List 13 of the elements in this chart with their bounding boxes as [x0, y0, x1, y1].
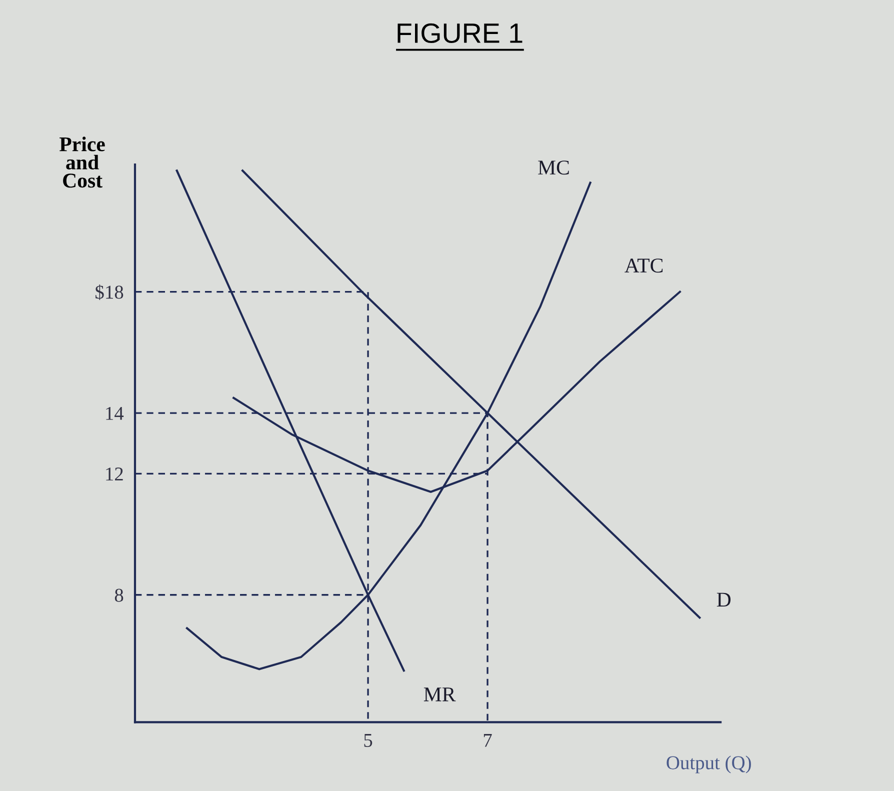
x-tick-label: 5 [364, 734, 372, 747]
x-tick-label: 7 [484, 734, 492, 747]
y-tick-label: 8 [114, 588, 124, 602]
y-tick-label: $18 [96, 284, 124, 300]
y-tick-label: 12 [106, 468, 123, 480]
x-axis-title: Output (Q) [666, 756, 751, 774]
y-tick-label: 14 [106, 406, 124, 420]
y-axis-title: Price and Cost [60, 136, 105, 188]
series-label: D [716, 592, 731, 607]
series-label: ATC [624, 258, 663, 273]
series-label: MR [424, 688, 456, 702]
series-label: MC [538, 160, 569, 175]
chart-title: FIGURE 1 [398, 23, 522, 44]
